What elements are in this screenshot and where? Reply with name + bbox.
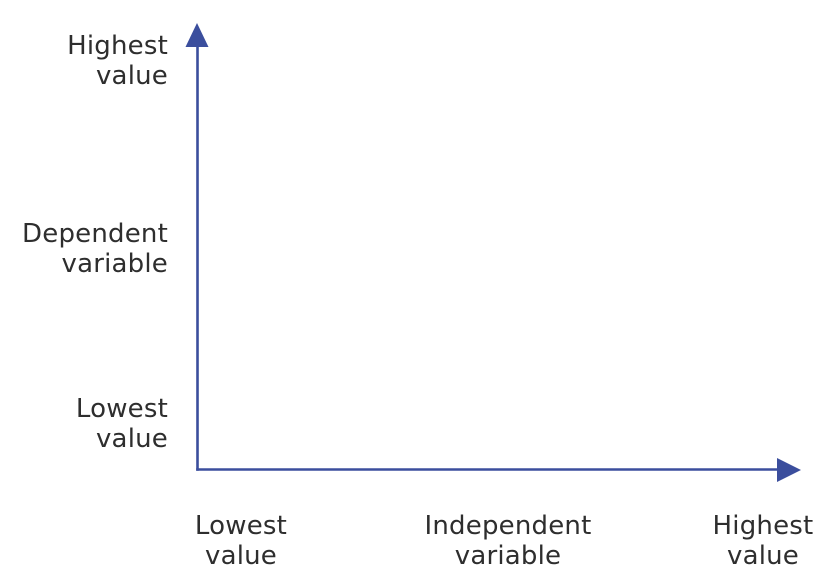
x-axis-title: Independent variable [424,511,592,571]
y-axis-max-label: Highest value [67,31,168,91]
arrow-up-icon [185,23,209,47]
x-axis-max-label: Highest value [712,511,814,571]
x-axis-min-label: Lowest value [194,511,288,571]
y-axis-title: Dependent variable [22,219,168,279]
arrow-right-icon [777,458,801,482]
y-axis-min-label: Lowest value [75,394,168,454]
